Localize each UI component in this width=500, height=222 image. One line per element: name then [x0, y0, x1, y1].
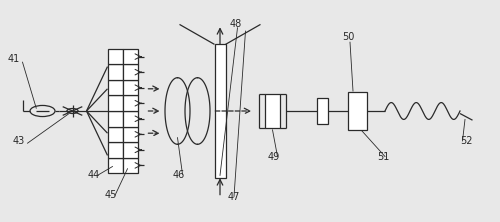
Bar	[108, 95, 122, 111]
Text: 49: 49	[268, 152, 280, 162]
Text: 44: 44	[88, 170, 100, 180]
Text: 41: 41	[8, 54, 20, 64]
Bar	[122, 127, 138, 142]
Text: 52: 52	[460, 136, 472, 146]
Text: 43: 43	[12, 136, 25, 146]
Text: 45: 45	[105, 190, 118, 200]
Bar	[122, 80, 138, 95]
Text: 47: 47	[228, 192, 240, 202]
Bar	[214, 44, 226, 178]
Bar	[122, 95, 138, 111]
Text: 48: 48	[230, 19, 242, 29]
Bar	[122, 158, 138, 173]
Bar	[265, 94, 280, 128]
Bar	[108, 142, 122, 158]
Bar	[122, 49, 138, 64]
Bar	[108, 80, 122, 95]
Bar	[317, 98, 328, 124]
Text: 46: 46	[172, 170, 185, 180]
Bar	[122, 111, 138, 127]
Bar	[108, 158, 122, 173]
Bar	[108, 127, 122, 142]
Bar	[108, 64, 122, 80]
Text: 51: 51	[378, 152, 390, 162]
Bar	[122, 64, 138, 80]
Bar	[108, 111, 122, 127]
Bar	[348, 92, 367, 130]
Bar	[122, 142, 138, 158]
Bar	[108, 49, 122, 64]
Text: 50: 50	[342, 32, 355, 42]
